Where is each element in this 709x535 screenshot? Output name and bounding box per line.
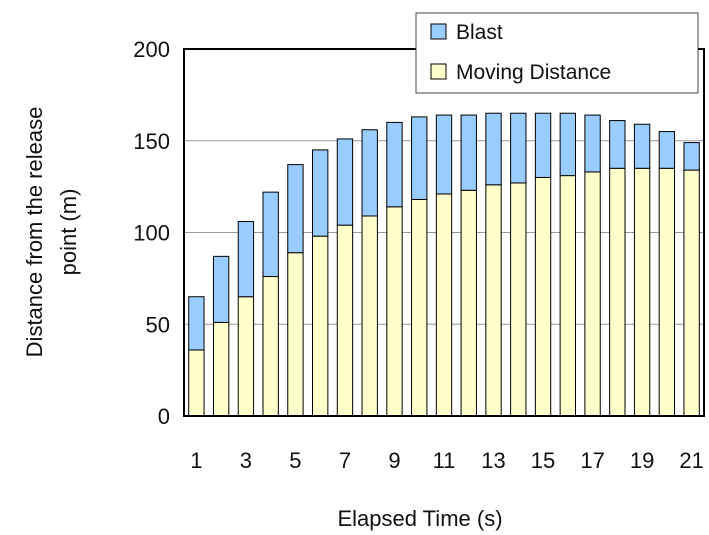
bar-blast [609,120,626,169]
bar-blast [633,123,651,169]
bars [188,112,700,417]
legend-label-moving-distance: Moving Distance [456,61,611,84]
x-axis-ticks: 1 3 5 7 9 11 13 15 17 19 21 [190,448,704,473]
bar-blast [534,112,552,178]
bar-blast [312,149,329,237]
bar-blast [584,114,601,173]
y-tick-label: 200 [133,37,170,62]
bar-blast [287,164,304,254]
x-tick-label: 21 [679,448,703,473]
bar-blast [658,131,676,169]
bar-moving-distance [658,167,676,417]
x-tick-label: 11 [433,448,456,473]
y-axis-title: Distance from the release point (m) [22,107,81,358]
bar-moving-distance [683,169,700,417]
bar-moving-distance [287,252,304,417]
x-tick-label: 15 [531,448,555,473]
x-tick-label: 17 [580,448,604,473]
bar-blast [212,255,230,323]
bar-blast [262,191,279,278]
y-axis-title-line-1: Distance from the release [22,107,47,358]
bar-moving-distance [609,167,626,417]
bar-blast [336,138,354,226]
bar-moving-distance [212,321,230,417]
bar-moving-distance [386,206,403,417]
legend-swatch-moving-distance [430,63,447,80]
bar-moving-distance [633,167,651,417]
bar-blast [435,114,453,195]
bar-moving-distance [435,193,453,417]
legend: Blast Moving Distance [415,12,699,94]
bar-moving-distance [361,215,378,417]
y-tick-label: 0 [158,404,170,429]
bar-blast [386,121,403,208]
bar-blast [510,112,527,184]
y-axis-ticks: 0 50 100 150 200 [133,37,170,429]
legend-swatch-blast [430,23,447,40]
bar-moving-distance [188,349,205,417]
x-axis-title: Elapsed Time (s) [337,506,502,531]
bar-moving-distance [460,189,477,417]
legend-label-blast: Blast [456,21,503,44]
bar-moving-distance [584,171,601,417]
bar-blast [485,112,502,186]
y-axis-title-line-2: point (m) [56,189,81,276]
x-tick-label: 3 [240,448,252,473]
bar-moving-distance [336,224,354,417]
bar-moving-distance [559,175,576,417]
y-tick-label: 100 [133,221,170,246]
x-tick-label: 1 [190,448,202,473]
bar-blast [361,129,378,217]
bar-moving-distance [237,296,255,417]
bar-moving-distance [312,235,329,417]
bar-moving-distance [411,198,428,417]
y-tick-label: 50 [146,312,170,337]
bar-moving-distance [485,184,502,417]
bar-blast [237,220,255,298]
y-tick-label: 150 [133,129,170,154]
bar-moving-distance [534,176,552,417]
bar-blast [559,112,576,177]
x-tick-label: 7 [339,448,351,473]
bar-blast [188,296,205,351]
x-tick-label: 13 [481,448,505,473]
x-tick-label: 5 [289,448,301,473]
legend-box [415,12,699,94]
bar-moving-distance [510,182,527,417]
bar-blast [683,142,700,171]
bar-blast [411,116,428,200]
x-tick-label: 9 [388,448,400,473]
bar-blast [460,114,477,191]
bar-moving-distance [262,276,279,417]
x-tick-label: 19 [630,448,654,473]
